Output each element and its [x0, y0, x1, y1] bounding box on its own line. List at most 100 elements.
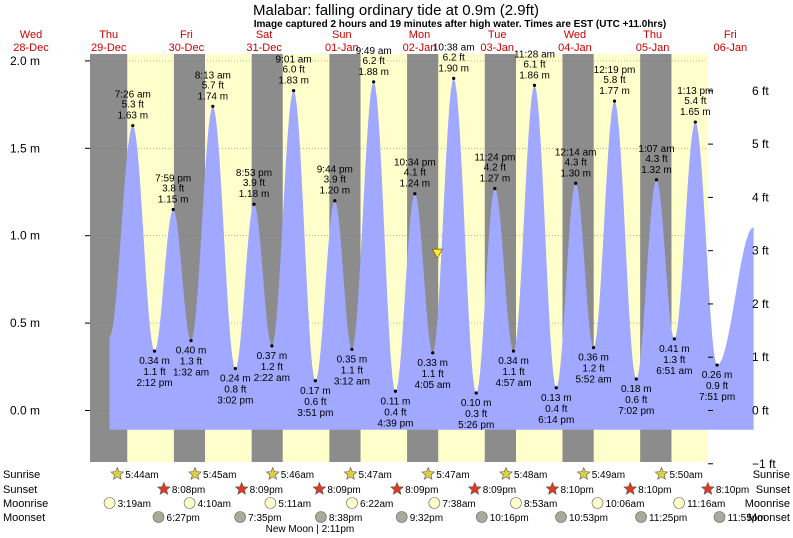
sunset-star-icon	[312, 481, 327, 495]
moonrise-time: 11:16am	[687, 499, 725, 510]
moonset-row-label-right: Moonset	[748, 512, 790, 524]
right-axis-label: 0 ft	[752, 404, 769, 418]
tide-time-label: 5:26 pm	[458, 420, 494, 431]
tide-m-label: 1.32 m	[641, 165, 672, 176]
sunset-row-label: Sunset	[3, 484, 37, 496]
tide-time-label: 8:53 pm	[236, 168, 272, 179]
tide-m-label: 1.63 m	[117, 111, 148, 122]
tide-point	[431, 351, 435, 355]
sunset-star-icon	[467, 481, 482, 495]
moonrise-moon-icon	[103, 497, 116, 509]
day-name-label: Sat	[256, 29, 273, 41]
tide-point	[511, 349, 516, 353]
sunrise-star-icon	[110, 466, 125, 480]
moonset-moon-icon	[713, 511, 726, 523]
left-axis-label: 0.0 m	[10, 404, 40, 418]
tide-m-label: 0.34 m	[498, 356, 529, 367]
tide-m-label: 1.65 m	[680, 107, 711, 118]
tide-point	[189, 338, 193, 343]
tide-ft-label: 0.9 ft	[706, 381, 728, 392]
tide-m-label: 0.36 m	[578, 353, 609, 364]
tide-m-label: 1.24 m	[400, 179, 431, 190]
tide-point	[313, 379, 317, 383]
tide-ft-label: 0.4 ft	[384, 407, 406, 418]
sunset-star-icon	[234, 481, 249, 495]
date-label: 04-Jan	[558, 42, 592, 54]
sunset-time: 8:09pm	[483, 485, 516, 496]
sunrise-time: 5:47am	[359, 470, 392, 481]
tide-time-label: 6:51 am	[656, 366, 692, 377]
tide-point	[634, 377, 638, 381]
tide-ft-label: 4.3 ft	[565, 157, 587, 168]
sunrise-time: 5:50am	[669, 470, 702, 481]
sunset-star-icon	[390, 481, 404, 495]
sunrise-star-icon	[499, 466, 513, 480]
sunset-time: 8:10pm	[560, 485, 593, 496]
tide-time-label: 6:14 pm	[538, 415, 574, 426]
tide-point	[672, 337, 676, 341]
tide-point	[493, 186, 497, 191]
date-label: 28-Dec	[13, 42, 49, 54]
tide-ft-label: 1.1 ft	[502, 367, 524, 378]
sunrise-time: 5:49am	[592, 470, 625, 481]
tide-point	[152, 349, 157, 353]
tide-time-label: 3:02 pm	[217, 396, 253, 407]
tide-time-label: 4:05 am	[415, 380, 451, 391]
left-axis-label: 1.5 m	[10, 141, 40, 155]
sunrise-time: 5:47am	[436, 470, 469, 481]
sunrise-time: 5:45am	[203, 470, 236, 481]
tide-ft-label: 5.3 ft	[122, 100, 144, 111]
moonset-moon-icon	[395, 511, 408, 523]
tide-time-label: 11:24 pm	[474, 153, 515, 164]
moonset-time: 11:55pm	[728, 513, 766, 524]
sunrise-time: 5:48am	[514, 470, 547, 481]
tide-time-label: 9:01 am	[276, 55, 312, 66]
tide-label-layer: 7:26 am5.3 ft1.63 m0.34 m1.1 ft2:12 pm7:…	[115, 42, 735, 431]
tide-m-label: 0.41 m	[659, 344, 690, 355]
tide-point	[233, 366, 237, 371]
sunrise-time: 5:44am	[125, 470, 158, 481]
moonrise-time: 7:38am	[442, 499, 475, 510]
sunrise-time: 5:46am	[281, 470, 314, 481]
tide-m-label: 0.37 m	[257, 351, 288, 362]
tide-time-label: 7:59 pm	[155, 173, 191, 184]
tide-point	[211, 104, 215, 108]
tide-ft-label: 4.3 ft	[645, 154, 667, 165]
tide-ft-label: 3.8 ft	[162, 183, 184, 194]
sunset-time: 8:10pm	[716, 485, 749, 496]
day-name-label: Mon	[409, 29, 430, 41]
moonset-time: 6:27pm	[167, 513, 200, 524]
tide-m-label: 1.30 m	[560, 168, 591, 179]
right-axis-label: 6 ft	[752, 84, 769, 98]
moonset-time: 7:35pm	[248, 513, 281, 524]
tide-point	[474, 391, 478, 395]
tide-ft-label: 1.3 ft	[180, 357, 202, 368]
tide-point	[171, 207, 175, 212]
sunrise-star-icon	[343, 466, 358, 480]
tide-point	[270, 344, 274, 348]
moonrise-row-label: Moonrise	[3, 498, 48, 510]
tide-m-label: 1.83 m	[278, 76, 309, 87]
tide-m-label: 1.18 m	[239, 189, 270, 200]
moonrise-time: 5:11am	[278, 499, 311, 510]
moonset-moon-icon	[315, 511, 327, 523]
tide-m-label: 0.18 m	[621, 384, 652, 395]
tide-ft-label: 4.2 ft	[484, 163, 506, 174]
tide-time-label: 9:49 am	[356, 46, 392, 57]
sunset-time: 8:10pm	[638, 485, 671, 496]
tide-m-label: 0.26 m	[702, 370, 733, 381]
right-axis-label: 2 ft	[752, 297, 769, 311]
sunrise-star-icon	[265, 466, 280, 480]
moonrise-time: 6:22am	[360, 499, 393, 510]
tide-ft-label: 4.1 ft	[404, 168, 426, 179]
tide-time-label: 7:02 pm	[618, 406, 654, 417]
tide-m-label: 0.33 m	[417, 358, 448, 369]
tide-time-label: 5:52 am	[575, 375, 611, 386]
tide-point	[715, 363, 719, 367]
moonrise-time: 10:06am	[606, 499, 645, 510]
right-axis-label: 5 ft	[752, 137, 769, 151]
tide-point	[252, 202, 256, 206]
tide-ft-label: 6.1 ft	[523, 59, 545, 70]
sunset-star-icon	[700, 481, 715, 495]
